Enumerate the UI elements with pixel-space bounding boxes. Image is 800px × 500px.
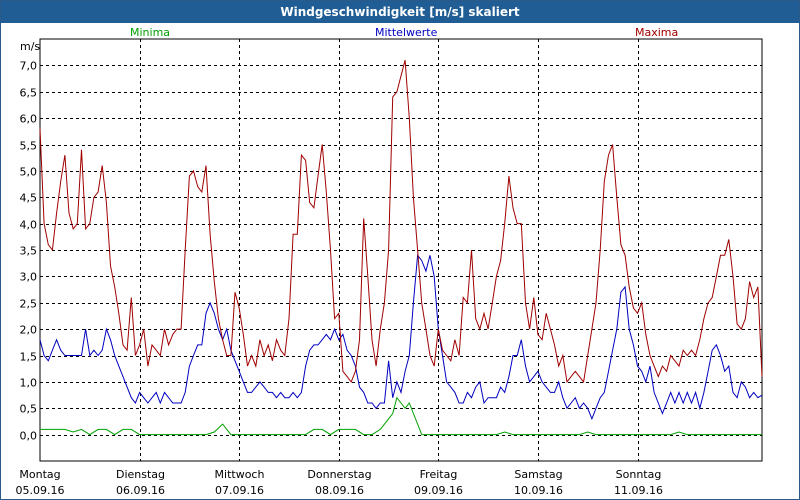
series-line-minima	[40, 396, 762, 436]
x-axis: Montag 05.09.16 Dienstag 06.09.16 Mittwoch 07…	[16, 468, 663, 497]
y-tick-label: 6,0	[20, 113, 38, 126]
y-tick-label: 3,5	[20, 245, 38, 258]
chart-title: Windgeschwindigkeit [m/s] skaliert	[1, 1, 799, 23]
y-axis-label: m/s	[20, 40, 40, 53]
y-tick-label: 1,0	[20, 377, 38, 390]
legend-maxima: Maxima	[635, 26, 678, 39]
x-tick-date: 09.09.16	[414, 484, 463, 497]
x-tick-day: Sonntag	[616, 468, 662, 481]
y-tick-label: 2,5	[20, 298, 38, 311]
legend-mittelwerte: Mittelwerte	[375, 26, 438, 39]
x-tick-day: Samstag	[514, 468, 562, 481]
x-tick-date: 07.09.16	[215, 484, 264, 497]
series-lines	[39, 59, 763, 436]
series-line-mittelwerte	[39, 253, 763, 421]
series-line-maxima	[39, 59, 763, 384]
x-tick-day: Dienstag	[116, 468, 165, 481]
x-tick-day: Mittwoch	[215, 468, 265, 481]
x-tick-date: 05.09.16	[16, 484, 65, 497]
y-tick-label: 2,0	[20, 324, 38, 337]
x-tick-date: 08.09.16	[315, 484, 364, 497]
legend-minima: Minima	[130, 26, 170, 39]
y-tick-label: 4,5	[20, 192, 38, 205]
y-tick-label: 1,5	[20, 351, 38, 364]
x-tick-day: Donnerstag	[307, 468, 371, 481]
y-tick-label: 0,0	[20, 430, 38, 443]
y-axis: 0,0 0,5 1,0 1,5 2,0 2,5 3,0 3,5 4,0 4,5 5,0 5,5 6,0 6…	[20, 60, 38, 443]
x-tick-date: 06.09.16	[116, 484, 165, 497]
y-tick-label: 4,0	[20, 219, 38, 232]
y-tick-label: 5,5	[20, 140, 38, 153]
x-tick-day: Montag	[19, 468, 60, 481]
x-tick-date: 10.09.16	[514, 484, 563, 497]
x-tick-date: 11.09.16	[614, 484, 663, 497]
x-tick-day: Freitag	[420, 468, 458, 481]
grid	[39, 38, 763, 462]
y-tick-label: 7,0	[20, 60, 38, 73]
y-tick-label: 3,0	[20, 271, 38, 284]
y-tick-label: 6,5	[20, 87, 38, 100]
y-tick-label: 0,5	[20, 403, 38, 416]
y-tick-label: 5,0	[20, 166, 38, 179]
